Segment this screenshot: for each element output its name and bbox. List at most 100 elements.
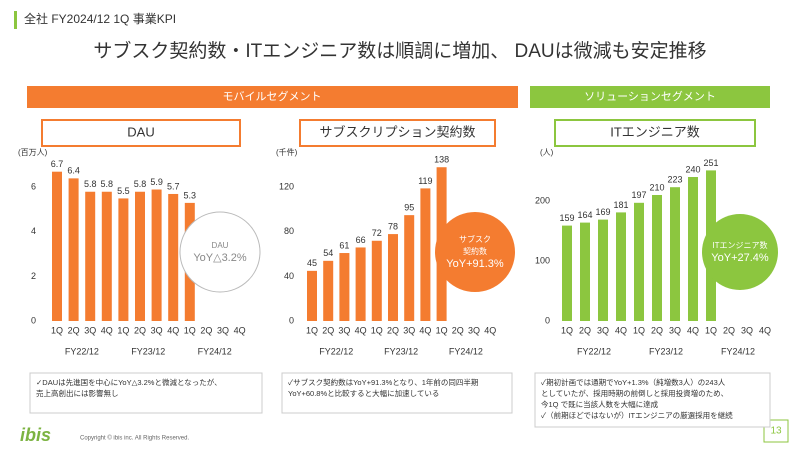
x-tick-label: 4Q [615, 325, 627, 335]
bar [580, 222, 590, 321]
value-label: 5.9 [150, 177, 163, 187]
header-label: 全社 FY2024/12 1Q 事業KPI [24, 11, 176, 26]
bar [355, 247, 366, 321]
value-label: 119 [418, 176, 432, 186]
x-tick-label: 2Q [723, 325, 735, 335]
callout-bubble [435, 212, 515, 292]
value-label: 5.8 [84, 179, 97, 189]
x-tick-label: 4Q [687, 325, 699, 335]
value-label: 54 [323, 248, 333, 258]
bar [101, 191, 112, 321]
y-tick-label: 0 [545, 315, 550, 325]
x-tick-label: 3Q [403, 325, 415, 335]
y-tick-label: 0 [289, 315, 294, 325]
value-label: 210 [649, 182, 664, 192]
y-tick-label: 120 [279, 182, 294, 192]
callout-text: サブスク [459, 234, 491, 244]
note-line: ✓（前期ほどではないが）ITエンジニアの厳選採用を継続 [541, 410, 733, 420]
bar [371, 240, 382, 321]
x-tick-label: 3Q [741, 325, 753, 335]
slide-title: サブスク契約数・ITエンジニア数は順調に増加、 DAUは微減も安定推移 [93, 39, 706, 62]
header-bar [14, 11, 17, 29]
x-tick-label: 3Q [597, 325, 609, 335]
y-tick-label: 40 [284, 271, 294, 281]
page-number: 13 [770, 426, 782, 437]
x-tick-label: 3Q [338, 325, 350, 335]
x-tick-label: 4Q [234, 325, 246, 335]
bar [307, 270, 317, 321]
x-tick-label: 1Q [117, 325, 129, 335]
x-tick-label: 1Q [371, 325, 383, 335]
x-tick-label: 4Q [484, 325, 496, 335]
x-tick-label: 1Q [436, 325, 448, 335]
y-axis-label: (千件) [276, 147, 298, 157]
note-line: 売上高創出には影響無し [36, 388, 119, 398]
note-line: としていたが、採用時期の前倒しと採用投資増のため、 [541, 388, 728, 398]
value-label: 223 [667, 175, 682, 185]
x-tick-label: 3Q [84, 325, 96, 335]
value-label: 138 [434, 155, 449, 165]
x-tick-label: 3Q [468, 325, 480, 335]
value-label: 181 [613, 200, 628, 210]
value-label: 6.7 [51, 159, 64, 169]
bar [634, 202, 644, 321]
group-label: FY23/12 [131, 346, 165, 356]
value-label: 251 [703, 158, 718, 168]
callout-bubble [702, 214, 778, 290]
copyright: Copyright © ibis inc. All Rights Reserve… [80, 435, 189, 442]
callout-text: 契約数 [463, 246, 487, 256]
group-label: FY23/12 [649, 346, 683, 356]
value-label: 5.7 [167, 181, 180, 191]
bar [52, 171, 62, 321]
x-tick-label: 1Q [561, 325, 573, 335]
value-label: 5.5 [117, 186, 130, 196]
callout-text: YoY△3.2% [193, 252, 247, 264]
x-tick-label: 2Q [387, 325, 399, 335]
segment-label: モバイルセグメント [223, 89, 322, 103]
value-label: 95 [404, 203, 414, 213]
group-label: FY23/12 [384, 346, 418, 356]
y-tick-label: 0 [31, 315, 36, 325]
value-label: 78 [388, 221, 398, 231]
x-tick-label: 4Q [167, 325, 179, 335]
group-label: FY24/12 [721, 346, 755, 356]
value-label: 6.4 [67, 166, 80, 176]
x-tick-label: 2Q [68, 325, 80, 335]
group-label: FY24/12 [449, 346, 483, 356]
x-tick-label: 1Q [51, 325, 63, 335]
y-tick-label: 6 [31, 182, 36, 192]
bar [688, 177, 698, 321]
segment-label: ソリューションセグメント [584, 89, 716, 103]
page-box [763, 419, 789, 443]
x-tick-label: 3Q [151, 325, 163, 335]
group-label: FY22/12 [577, 346, 611, 356]
x-tick-label: 1Q [184, 325, 196, 335]
x-tick-label: 2Q [651, 325, 663, 335]
segment-banner [530, 86, 770, 108]
bar [670, 187, 680, 321]
x-tick-label: 2Q [322, 325, 334, 335]
x-tick-label: 4Q [419, 325, 431, 335]
bar [339, 253, 350, 321]
callout-text: ITエンジニア数 [712, 240, 767, 250]
segment-banner [27, 86, 518, 108]
value-label: 159 [559, 213, 574, 223]
x-tick-label: 2Q [579, 325, 591, 335]
value-label: 164 [577, 210, 592, 220]
callout-text: DAU [212, 241, 229, 250]
y-axis-label: (人) [540, 148, 554, 157]
y-tick-label: 200 [535, 195, 550, 205]
chart-title-box [41, 119, 241, 147]
chart-title-box [299, 119, 496, 147]
bar [562, 225, 572, 321]
chart-title-box [554, 119, 756, 147]
note-line: ✓サブスク契約数はYoY+91.3%となり、1年前の同四半期 [288, 377, 478, 387]
x-tick-label: 3Q [669, 325, 681, 335]
bar [151, 189, 162, 321]
value-label: 197 [631, 190, 646, 200]
value-label: 66 [356, 235, 366, 245]
bar [168, 193, 179, 321]
x-tick-label: 1Q [633, 325, 645, 335]
note-line: 今1Q で既に当該人数を大幅に達成 [541, 399, 659, 409]
